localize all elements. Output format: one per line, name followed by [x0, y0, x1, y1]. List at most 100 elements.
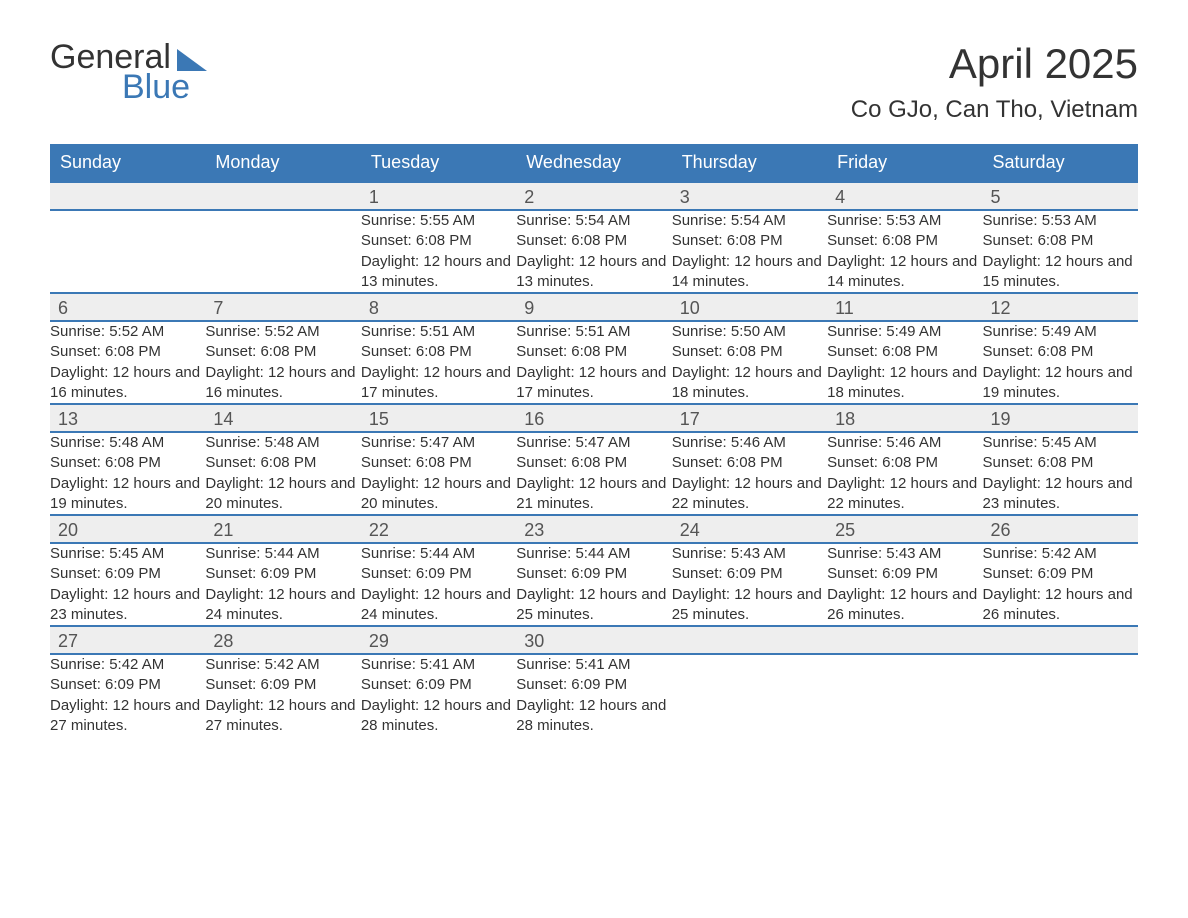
- sunrise-line: Sunrise: 5:46 AM: [827, 433, 982, 453]
- location-subtitle: Co GJo, Can Tho, Vietnam: [851, 96, 1138, 124]
- daylight-line: Daylight: 12 hours and 24 minutes.: [205, 585, 360, 626]
- sunset-line: Sunset: 6:08 PM: [983, 453, 1138, 473]
- sunrise-line: Sunrise: 5:45 AM: [50, 544, 205, 564]
- day-number-cell: 4: [827, 182, 982, 210]
- day-number: 14: [205, 405, 360, 431]
- day-info-cell: Sunrise: 5:51 AMSunset: 6:08 PMDaylight:…: [516, 321, 671, 404]
- day-number-cell: 6: [50, 293, 205, 321]
- sunrise-line: Sunrise: 5:54 AM: [516, 211, 671, 231]
- daylight-line: Daylight: 12 hours and 25 minutes.: [672, 585, 827, 626]
- day-number-cell: 8: [361, 293, 516, 321]
- day-number: 24: [672, 516, 827, 542]
- day-number-cell: [50, 182, 205, 210]
- day-number: 5: [983, 183, 1138, 209]
- day-number-cell: [205, 182, 360, 210]
- daylight-line: Daylight: 12 hours and 23 minutes.: [983, 474, 1138, 515]
- daylight-line: Daylight: 12 hours and 20 minutes.: [205, 474, 360, 515]
- day-number: 18: [827, 405, 982, 431]
- day-number-cell: 15: [361, 404, 516, 432]
- day-info-cell: Sunrise: 5:44 AMSunset: 6:09 PMDaylight:…: [205, 543, 360, 626]
- day-number: 1: [361, 183, 516, 209]
- day-number-cell: 12: [983, 293, 1138, 321]
- sunset-line: Sunset: 6:08 PM: [827, 453, 982, 473]
- sunset-line: Sunset: 6:08 PM: [672, 342, 827, 362]
- day-number-cell: 18: [827, 404, 982, 432]
- day-number-cell: 2: [516, 182, 671, 210]
- day-number: 10: [672, 294, 827, 320]
- sunrise-line: Sunrise: 5:51 AM: [516, 322, 671, 342]
- logo: General Blue: [50, 40, 207, 104]
- day-info-cell: Sunrise: 5:51 AMSunset: 6:08 PMDaylight:…: [361, 321, 516, 404]
- day-number-cell: 7: [205, 293, 360, 321]
- sunrise-line: Sunrise: 5:48 AM: [205, 433, 360, 453]
- sunrise-line: Sunrise: 5:52 AM: [50, 322, 205, 342]
- day-number: [983, 627, 1138, 653]
- day-info-cell: Sunrise: 5:54 AMSunset: 6:08 PMDaylight:…: [672, 210, 827, 293]
- sunset-line: Sunset: 6:08 PM: [672, 231, 827, 251]
- day-number-cell: 28: [205, 626, 360, 654]
- sunrise-line: Sunrise: 5:50 AM: [672, 322, 827, 342]
- sunrise-line: Sunrise: 5:49 AM: [827, 322, 982, 342]
- day-number-cell: 1: [361, 182, 516, 210]
- weekday-header: Monday: [205, 144, 360, 182]
- daylight-line: Daylight: 12 hours and 14 minutes.: [827, 252, 982, 293]
- sunset-line: Sunset: 6:08 PM: [50, 453, 205, 473]
- day-info-cell: Sunrise: 5:55 AMSunset: 6:08 PMDaylight:…: [361, 210, 516, 293]
- weekday-header: Friday: [827, 144, 982, 182]
- sunrise-line: Sunrise: 5:55 AM: [361, 211, 516, 231]
- day-number-cell: 23: [516, 515, 671, 543]
- day-info-row: Sunrise: 5:42 AMSunset: 6:09 PMDaylight:…: [50, 654, 1138, 736]
- daylight-line: Daylight: 12 hours and 26 minutes.: [983, 585, 1138, 626]
- month-title: April 2025: [851, 40, 1138, 88]
- sunrise-line: Sunrise: 5:44 AM: [516, 544, 671, 564]
- sunset-line: Sunset: 6:09 PM: [827, 564, 982, 584]
- sunset-line: Sunset: 6:08 PM: [50, 342, 205, 362]
- day-number: 6: [50, 294, 205, 320]
- daylight-line: Daylight: 12 hours and 18 minutes.: [672, 363, 827, 404]
- day-number-cell: 17: [672, 404, 827, 432]
- daylight-line: Daylight: 12 hours and 17 minutes.: [516, 363, 671, 404]
- day-number-cell: [983, 626, 1138, 654]
- sunset-line: Sunset: 6:08 PM: [827, 231, 982, 251]
- day-info-cell: Sunrise: 5:46 AMSunset: 6:08 PMDaylight:…: [827, 432, 982, 515]
- day-info-cell: Sunrise: 5:42 AMSunset: 6:09 PMDaylight:…: [205, 654, 360, 736]
- day-number-cell: 27: [50, 626, 205, 654]
- daylight-line: Daylight: 12 hours and 14 minutes.: [672, 252, 827, 293]
- sunset-line: Sunset: 6:08 PM: [205, 342, 360, 362]
- calendar-header-row: SundayMondayTuesdayWednesdayThursdayFrid…: [50, 144, 1138, 182]
- day-info-cell: Sunrise: 5:53 AMSunset: 6:08 PMDaylight:…: [983, 210, 1138, 293]
- sunrise-line: Sunrise: 5:42 AM: [983, 544, 1138, 564]
- logo-text-bottom: Blue: [122, 70, 190, 104]
- daylight-line: Daylight: 12 hours and 24 minutes.: [361, 585, 516, 626]
- sunset-line: Sunset: 6:08 PM: [516, 453, 671, 473]
- sunrise-line: Sunrise: 5:47 AM: [516, 433, 671, 453]
- day-info-cell: Sunrise: 5:43 AMSunset: 6:09 PMDaylight:…: [672, 543, 827, 626]
- day-number: 13: [50, 405, 205, 431]
- day-number: 29: [361, 627, 516, 653]
- sunset-line: Sunset: 6:09 PM: [50, 675, 205, 695]
- sunset-line: Sunset: 6:09 PM: [205, 564, 360, 584]
- day-number-cell: [672, 626, 827, 654]
- sunrise-line: Sunrise: 5:45 AM: [983, 433, 1138, 453]
- day-number: 7: [205, 294, 360, 320]
- daylight-line: Daylight: 12 hours and 28 minutes.: [361, 696, 516, 737]
- sunset-line: Sunset: 6:09 PM: [983, 564, 1138, 584]
- day-number: [50, 183, 205, 209]
- sunrise-line: Sunrise: 5:49 AM: [983, 322, 1138, 342]
- title-block: April 2025 Co GJo, Can Tho, Vietnam: [851, 40, 1138, 124]
- weekday-header: Tuesday: [361, 144, 516, 182]
- sunrise-line: Sunrise: 5:41 AM: [361, 655, 516, 675]
- sunrise-line: Sunrise: 5:42 AM: [50, 655, 205, 675]
- day-info-cell: Sunrise: 5:47 AMSunset: 6:08 PMDaylight:…: [516, 432, 671, 515]
- day-info-cell: Sunrise: 5:49 AMSunset: 6:08 PMDaylight:…: [983, 321, 1138, 404]
- day-number: [672, 627, 827, 653]
- calendar-table: SundayMondayTuesdayWednesdayThursdayFrid…: [50, 144, 1138, 736]
- sunrise-line: Sunrise: 5:44 AM: [205, 544, 360, 564]
- daylight-line: Daylight: 12 hours and 20 minutes.: [361, 474, 516, 515]
- day-info-cell: [983, 654, 1138, 736]
- daylight-line: Daylight: 12 hours and 16 minutes.: [50, 363, 205, 404]
- sunrise-line: Sunrise: 5:42 AM: [205, 655, 360, 675]
- daylight-line: Daylight: 12 hours and 27 minutes.: [205, 696, 360, 737]
- day-number-row: 27282930: [50, 626, 1138, 654]
- day-number-cell: 25: [827, 515, 982, 543]
